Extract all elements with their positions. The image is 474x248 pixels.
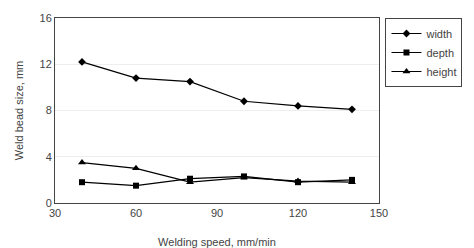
svg-text:width: width <box>425 28 452 40</box>
svg-text:4: 4 <box>46 151 52 163</box>
svg-text:90: 90 <box>211 207 223 219</box>
svg-text:60: 60 <box>130 207 142 219</box>
svg-text:8: 8 <box>46 104 52 116</box>
svg-text:16: 16 <box>40 12 52 24</box>
svg-text:120: 120 <box>289 207 307 219</box>
svg-text:12: 12 <box>40 58 52 70</box>
svg-text:height: height <box>426 66 456 78</box>
svg-text:depth: depth <box>426 47 454 59</box>
svg-text:Weld bead size, mm: Weld bead size, mm <box>13 61 25 160</box>
svg-text:Welding speed, mm/min: Welding speed, mm/min <box>158 236 276 248</box>
svg-text:0: 0 <box>46 197 52 209</box>
svg-text:30: 30 <box>49 207 61 219</box>
svg-text:150: 150 <box>370 207 388 219</box>
